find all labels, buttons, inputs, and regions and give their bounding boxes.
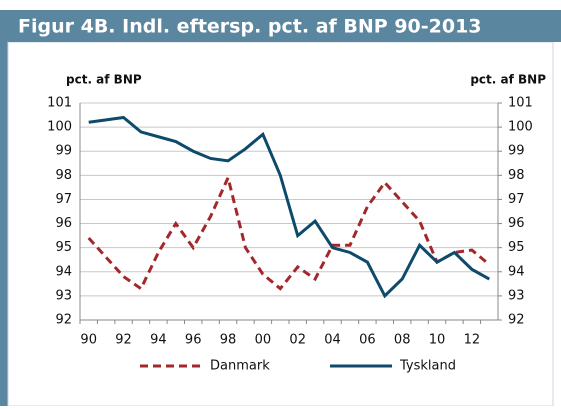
x-tick-label: 06 [359,333,376,348]
series-line [88,115,491,299]
x-tick-label: 90 [80,333,97,348]
y-tick-label: 100 [47,120,72,135]
x-tick-label: 08 [394,333,411,348]
series-line [87,173,491,291]
x-tick-label: 94 [150,333,167,348]
title-bar [8,10,561,42]
y2-tick-label: 94 [508,264,525,279]
y-tick-label: 101 [47,96,72,111]
x-tick-label: 00 [255,333,272,348]
x-tick-label: 92 [115,333,132,348]
y-tick-label: 93 [55,288,72,303]
y2-axis-label: pct. af BNP [470,73,546,87]
legend-label: Tyskland [399,359,456,374]
y-tick-label: 92 [55,313,72,328]
y-tick-label: 99 [55,144,72,159]
x-tick-label: 12 [464,333,481,348]
x-tick-label: 10 [429,333,446,348]
x-tick-label: 96 [185,333,202,348]
y2-tick-label: 101 [508,96,533,111]
y-tick-label: 94 [55,264,72,279]
y2-tick-label: 100 [508,120,533,135]
chart-title: Figur 4B. Indl. eftersp. pct. af BNP 90-… [18,16,482,38]
y2-tick-label: 97 [508,192,525,207]
y2-tick-label: 92 [508,313,525,328]
y-axis-label: pct. af BNP [66,73,142,87]
x-tick-label: 02 [289,333,306,348]
legend-label: Danmark [210,359,270,374]
y-tick-label: 98 [55,168,72,183]
left-stripe [0,10,8,406]
x-tick-label: 98 [220,333,237,348]
y2-tick-label: 99 [508,144,525,159]
x-tick-label: 04 [324,333,341,348]
y2-tick-label: 96 [508,216,525,231]
y-tick-label: 96 [55,216,72,231]
y-tick-label: 95 [55,240,72,255]
y2-tick-label: 95 [508,240,525,255]
y2-tick-label: 93 [508,288,525,303]
y-tick-label: 97 [55,192,72,207]
y2-tick-label: 98 [508,168,525,183]
